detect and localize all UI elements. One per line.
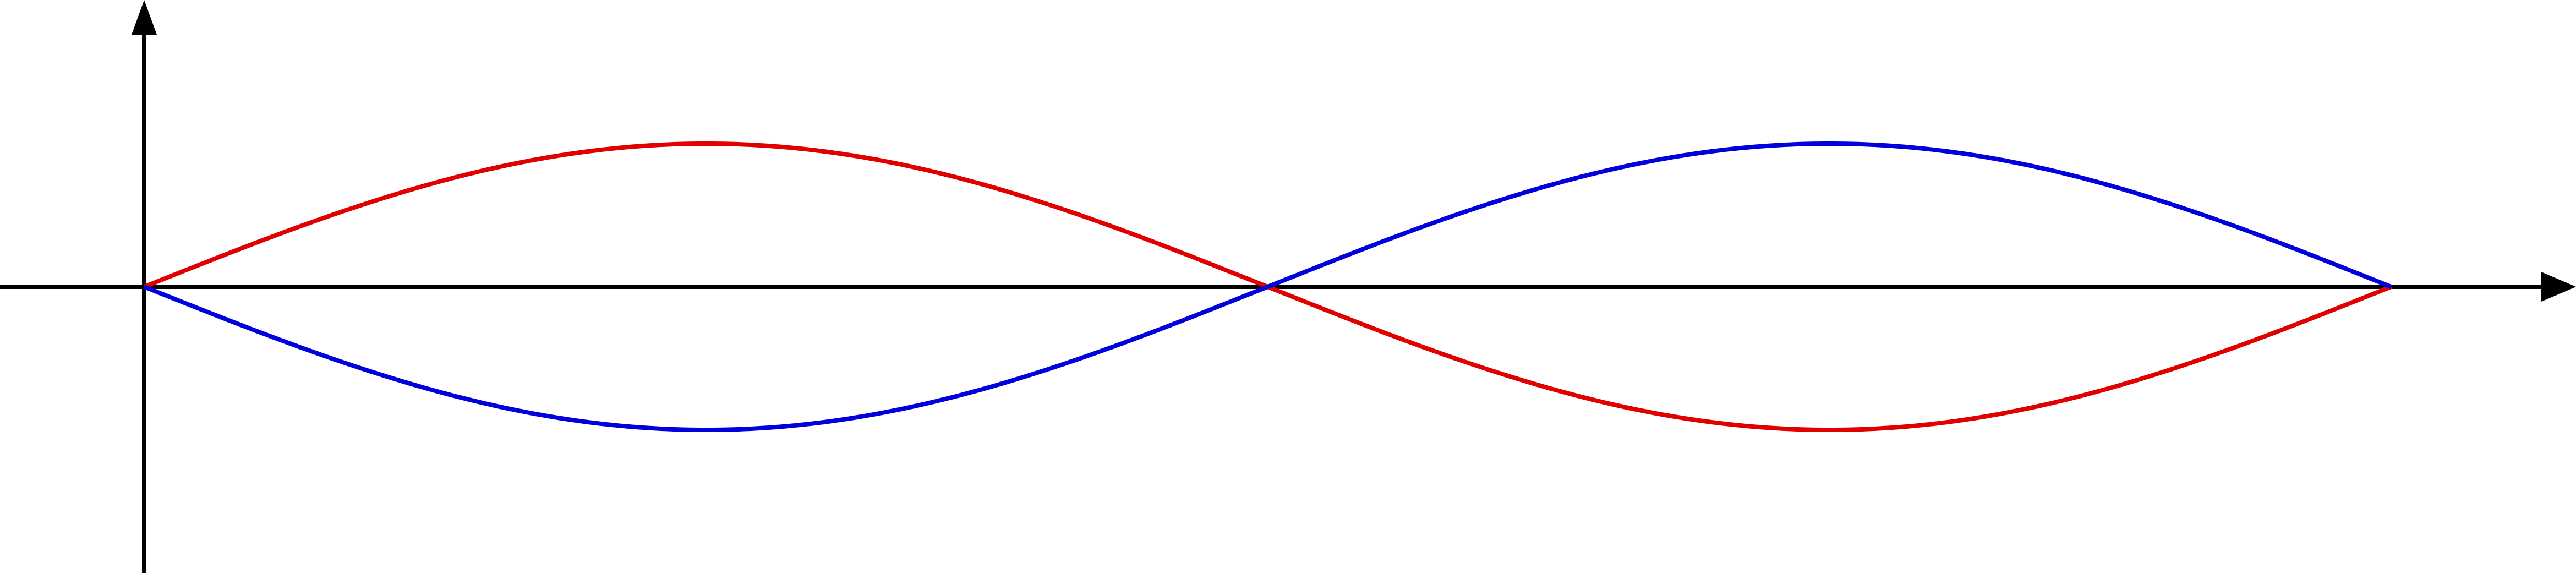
x-axis-arrow-icon [2541,272,2576,302]
wave-curves [143,141,2392,432]
lower-phase-wave [143,141,2392,432]
y-axis-arrow-icon [132,0,157,35]
